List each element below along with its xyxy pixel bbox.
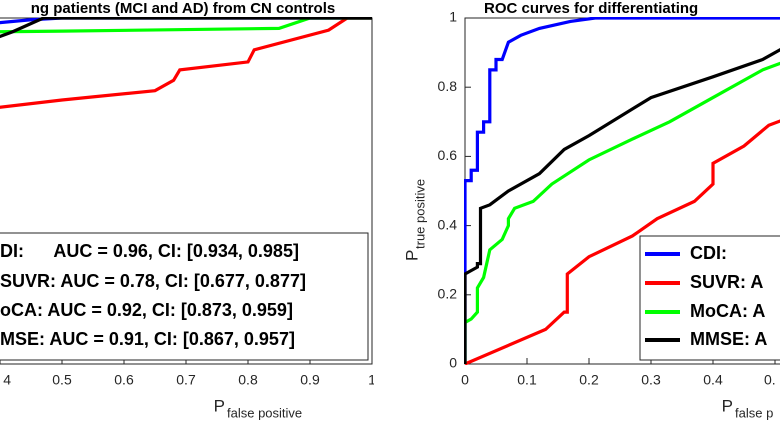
legend-label: SUVR: A <box>690 272 763 292</box>
x-axis-label: P <box>214 396 225 415</box>
y-tick-label: 0.6 <box>438 147 458 163</box>
legend-label: DI: AUC = 0.96, CI: [0.934, 0.985] <box>0 241 299 261</box>
legend-label: SUVR: AUC = 0.78, CI: [0.677, 0.877] <box>0 271 306 291</box>
roc-curve <box>464 61 780 364</box>
y-axis-label-sub: true positive <box>412 179 427 249</box>
x-tick-label: 0.7 <box>176 372 196 388</box>
x-tick-label: 0.8 <box>238 372 258 388</box>
roc-curve <box>464 119 780 365</box>
legend-box <box>0 232 369 361</box>
x-tick-label: 1 <box>368 372 376 388</box>
legend-label: MSE: AUC = 0.91, CI: [0.867, 0.957] <box>0 329 295 349</box>
left-chart: ng patients (MCI and AD) from CN control… <box>0 0 376 420</box>
x-tick-label: 0.5 <box>52 372 72 388</box>
x-tick-label: 0.4 <box>703 372 723 388</box>
legend: DI: AUC = 0.96, CI: [0.934, 0.985] SUVR: … <box>0 232 369 361</box>
series-group <box>464 17 780 365</box>
legend-label: MMSE: A <box>690 329 767 349</box>
y-tick-label: 0.4 <box>438 216 458 232</box>
x-tick-label: 0.1 <box>517 372 537 388</box>
x-tick-label: 4 <box>3 372 11 388</box>
x-tick-label: 0.6 <box>114 372 134 388</box>
legend-label: CDI: <box>690 243 727 263</box>
x-tick-label: 0.3 <box>641 372 661 388</box>
x-axis-label: P <box>722 396 733 415</box>
y-tick-label: 1 <box>449 9 457 25</box>
roc-curve <box>464 17 780 364</box>
x-tick-label: 0.2 <box>579 372 599 388</box>
y-tick-label: 0 <box>449 355 457 371</box>
roc-curve <box>464 47 780 364</box>
chart-title: ROC curves for differentiating <box>484 0 698 17</box>
y-tick-label: 0.8 <box>438 78 458 94</box>
legend-label: oCA: AUC = 0.92, CI: [0.873, 0.959] <box>0 300 293 320</box>
x-axis-label-sub: false positive <box>227 405 302 420</box>
chart-title: ng patients (MCI and AD) from CN control… <box>31 0 335 17</box>
roc-curve <box>0 17 372 39</box>
legend-label: MoCA: A <box>690 301 765 321</box>
y-tick-label: 0.2 <box>438 286 458 302</box>
roc-curve <box>0 17 372 109</box>
x-axis-label-sub: false p <box>735 405 773 420</box>
x-tick-label: 0. <box>764 372 776 388</box>
x-tick-label: 0.9 <box>300 372 320 388</box>
series-group <box>0 17 372 109</box>
legend: CDI: SUVR: A MoCA: A MMSE: A <box>639 235 780 361</box>
y-axis-label: P <box>402 250 421 261</box>
x-tick-label: 0 <box>461 372 469 388</box>
